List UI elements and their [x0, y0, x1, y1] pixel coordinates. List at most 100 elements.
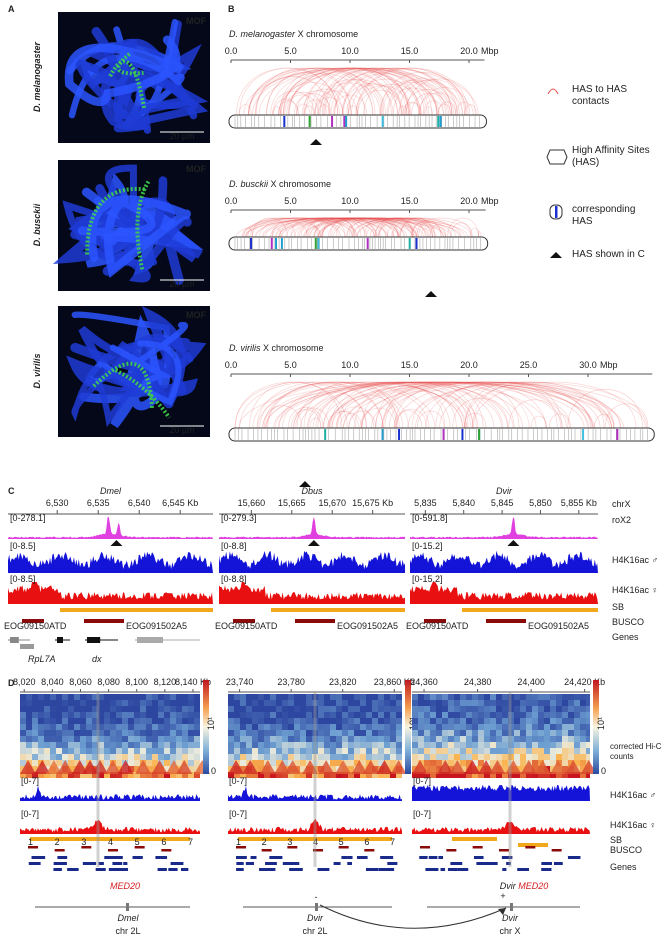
hic-cell — [74, 742, 80, 748]
hic-cell — [502, 736, 508, 742]
hic-cell — [348, 766, 354, 772]
hic-cell — [32, 700, 38, 706]
hic-cell — [300, 766, 306, 772]
hic-cell — [342, 772, 348, 778]
hic-cell — [336, 730, 342, 736]
hic-cell — [20, 772, 26, 778]
hic-cell — [418, 754, 424, 760]
hic-cell — [110, 700, 116, 706]
hic-cell — [430, 724, 436, 730]
hic-cell — [484, 718, 490, 724]
hic-domain — [362, 760, 379, 774]
tick-label: 15,675 Kb — [352, 498, 393, 508]
stain-label: MOF — [186, 310, 206, 320]
hic-cell — [306, 700, 312, 706]
busco-label: EOG091502A5 — [337, 621, 398, 631]
hic-cell — [550, 718, 556, 724]
hic-cell — [116, 760, 122, 766]
hic-cell — [490, 700, 496, 706]
hic-cell — [418, 712, 424, 718]
hic-cell — [430, 748, 436, 754]
hic-cell — [508, 748, 514, 754]
hic-cell — [92, 724, 98, 730]
hic-cell — [526, 736, 532, 742]
hic-cell — [586, 694, 590, 700]
hic-cell — [396, 700, 402, 706]
hic-cell — [484, 772, 490, 778]
hic-cell — [164, 754, 170, 760]
contact-arc — [380, 72, 466, 116]
hic-cell — [412, 694, 418, 700]
hic-cell — [436, 724, 442, 730]
axis-unit: Mbp — [600, 360, 618, 370]
hic-cell — [550, 754, 556, 760]
hic-cell — [188, 754, 194, 760]
hic-cell — [50, 754, 56, 760]
hic-cell — [526, 730, 532, 736]
hic-cell — [502, 748, 508, 754]
hic-cell — [532, 712, 538, 718]
hic-cell — [282, 700, 288, 706]
hic-domain — [45, 760, 62, 774]
hic-cell — [86, 724, 92, 730]
contact-arc — [234, 381, 348, 429]
contact-arc — [303, 99, 328, 116]
hic-cell — [26, 736, 32, 742]
contact-arc — [295, 407, 330, 429]
hic-cell — [240, 700, 246, 706]
hic-cell — [300, 760, 306, 766]
tissue — [91, 26, 209, 131]
hic-cell — [294, 736, 300, 742]
hic-cell — [502, 760, 508, 766]
hic-cell — [472, 772, 478, 778]
busco-bar — [54, 849, 65, 852]
hic-cell — [32, 730, 38, 736]
busco-label: EOG091502A5 — [126, 621, 187, 631]
hic-cell — [490, 718, 496, 724]
contact-arc — [342, 83, 403, 116]
hic-cell — [140, 724, 146, 730]
hic-cell — [26, 754, 32, 760]
contact-arc — [272, 91, 315, 116]
hic-cell — [234, 754, 240, 760]
hic-cell — [424, 700, 430, 706]
contact-arc — [447, 217, 479, 238]
hic-cell — [176, 748, 182, 754]
hic-cell — [98, 748, 104, 754]
hic-cell — [44, 748, 50, 754]
contact-arc — [249, 217, 340, 238]
contact-arc — [346, 84, 404, 116]
contact-arc — [303, 105, 315, 116]
contact-arc — [251, 217, 288, 238]
hic-cell — [110, 718, 116, 724]
corresponding-has — [280, 238, 283, 249]
contact-arc — [255, 67, 385, 116]
hic-cell — [68, 718, 74, 724]
hic-cell — [336, 700, 342, 706]
hic-cell — [454, 724, 460, 730]
hic-domain — [318, 760, 335, 774]
hic-cell — [562, 700, 568, 706]
signal-track — [20, 785, 200, 801]
hic-cell — [526, 754, 532, 760]
contact-arc — [283, 73, 366, 116]
hic-cell — [466, 718, 472, 724]
corresponding-has — [343, 116, 346, 127]
hic-cell — [282, 718, 288, 724]
tick-label: 20.0 — [460, 196, 478, 206]
hic-cell — [38, 706, 44, 712]
hic-cell — [562, 712, 568, 718]
hic-cell — [62, 700, 68, 706]
hic-cell — [194, 760, 200, 766]
hic-cell — [454, 730, 460, 736]
hic-cell — [50, 694, 56, 700]
contact-arc — [275, 217, 368, 238]
hic-cell — [538, 742, 544, 748]
hic-cell — [276, 772, 282, 778]
hic-domain — [117, 760, 134, 774]
gene-label: Dvir MED20 — [500, 881, 549, 891]
panel-label: D — [8, 678, 15, 688]
hic-cell — [182, 718, 188, 724]
hic-cell — [366, 724, 372, 730]
contact-arc — [274, 381, 594, 429]
